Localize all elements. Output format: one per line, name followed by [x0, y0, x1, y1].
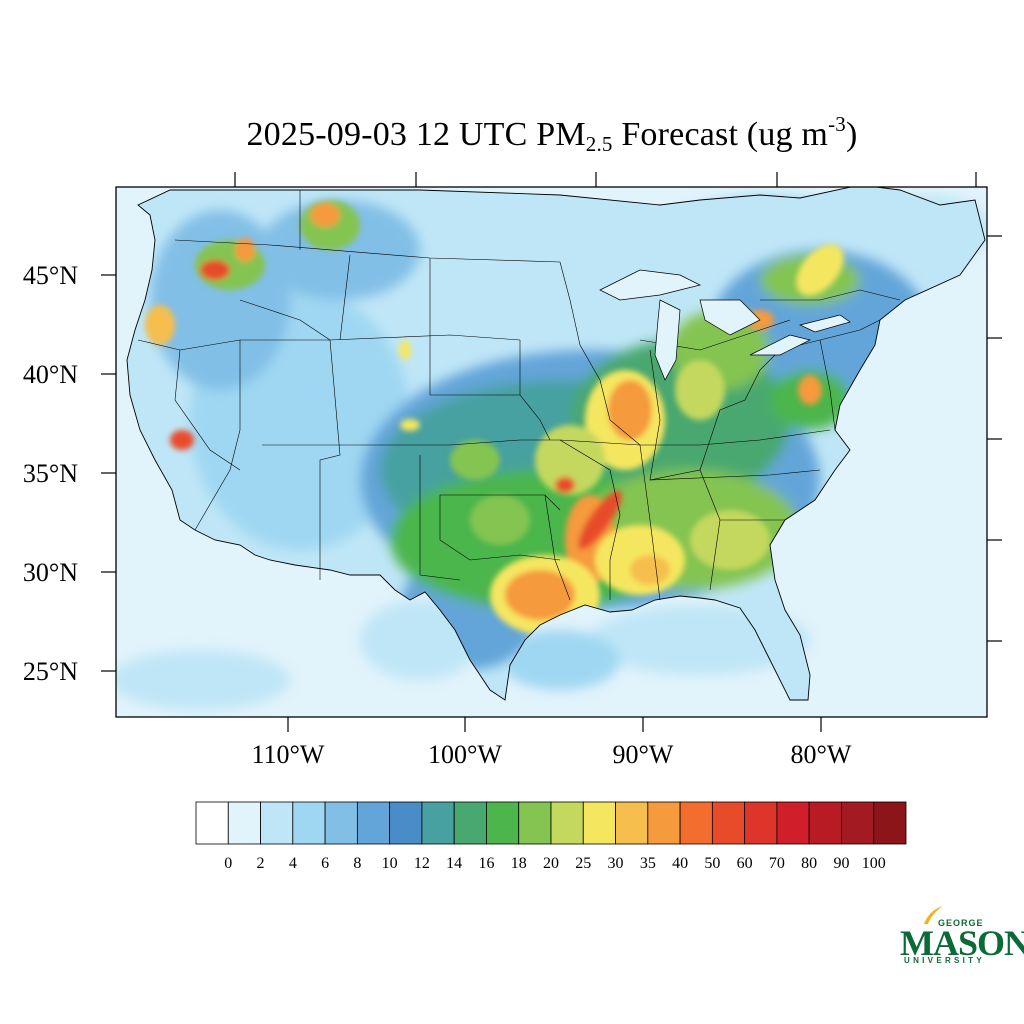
colorbar-tick-label: 8 — [353, 855, 361, 872]
logo-line-2: MASON — [900, 923, 1024, 963]
colorbar-swatch — [421, 801, 455, 845]
colorbar-tick-label: 0 — [224, 855, 232, 872]
colorbar-tick-label: 35 — [640, 855, 656, 872]
state-boundaries — [126, 187, 986, 701]
map-frame — [115, 186, 988, 718]
lat-label-45: 45°N — [23, 261, 78, 290]
swoosh-icon — [924, 906, 943, 924]
colorbar-tick-label: 20 — [543, 855, 559, 872]
colorbar-swatch — [776, 801, 810, 845]
map-title: 2025-09-03 12 UTC PM2.5 Forecast (ug m-3… — [246, 112, 858, 156]
lat-ticks-right — [987, 235, 1002, 642]
logo-line-3: UNIVERSITY — [904, 956, 986, 965]
colorbar-swatch — [227, 801, 261, 845]
colorbar-tick-label: 30 — [608, 855, 624, 872]
lat-label-35: 35°N — [23, 459, 78, 488]
lon-label-90w: 90°W — [613, 740, 674, 769]
lat-label-40: 40°N — [23, 360, 78, 389]
lon-label-80w: 80°W — [791, 740, 852, 769]
colorbar-swatch — [550, 801, 584, 845]
colorbar-swatch — [518, 801, 552, 845]
colorbar-swatch — [453, 801, 487, 845]
lat-label-30: 30°N — [23, 558, 78, 587]
colorbar-swatch — [841, 801, 875, 845]
colorbar-tick-label: 60 — [737, 855, 753, 872]
colorbar-tick-label: 16 — [478, 855, 494, 872]
colorbar-swatch — [647, 801, 681, 845]
university-logo: GEORGE MASON UNIVERSITY — [900, 900, 1024, 970]
colorbar-tick-label: 80 — [801, 855, 817, 872]
colorbar-swatch — [356, 801, 391, 845]
lon-ticks-bottom — [287, 717, 822, 732]
colorbar-tick-label: 18 — [511, 855, 527, 872]
colorbar-tick-label: 40 — [672, 855, 688, 872]
colorbar-swatch — [873, 801, 907, 845]
colorbar-swatch — [260, 801, 294, 845]
lat-ticks-left — [101, 274, 116, 672]
colorbar-tick-label: 4 — [289, 855, 297, 872]
colorbar — [195, 801, 907, 845]
lon-label-100w: 100°W — [428, 740, 502, 769]
colorbar-tick-label: 6 — [321, 855, 329, 872]
colorbar-swatch — [389, 801, 423, 845]
colorbar-swatch — [615, 801, 649, 845]
colorbar-tick-label: 25 — [575, 855, 591, 872]
concentration-field — [116, 187, 987, 717]
colorbar-tick-label: 100 — [862, 855, 886, 872]
colorbar-swatch — [292, 801, 326, 845]
colorbar-swatch — [324, 801, 358, 845]
colorbar-labels: 0 2 4 6 8 10 12 14 16 18 20 25 30 35 40 50 60 70 80 90 100 — [224, 855, 885, 872]
colorbar-swatch — [808, 801, 842, 845]
colorbar-swatch — [582, 801, 616, 845]
lat-labels: 45°N 40°N 35°N 30°N 25°N — [23, 261, 78, 686]
colorbar-tick-label: 90 — [833, 855, 849, 872]
colorbar-tick-label: 10 — [382, 855, 398, 872]
lat-label-25: 25°N — [23, 657, 78, 686]
colorbar-swatch — [486, 801, 520, 845]
logo-line-1: GEORGE — [938, 918, 984, 928]
colorbar-tick-label: 14 — [446, 855, 462, 872]
colorbar-tick-label: 50 — [704, 855, 720, 872]
colorbar-swatch — [744, 801, 778, 845]
lon-labels: 110°W 100°W 90°W 80°W — [252, 740, 852, 769]
colorbar-tick-label: 70 — [769, 855, 785, 872]
colorbar-swatch — [679, 801, 713, 845]
colorbar-tick-label: 2 — [257, 855, 265, 872]
lon-ticks-top — [234, 172, 977, 187]
lon-label-110w: 110°W — [252, 740, 325, 769]
colorbar-swatch — [195, 801, 229, 845]
colorbar-swatch — [711, 801, 746, 845]
colorbar-tick-label: 12 — [414, 855, 430, 872]
great-lakes — [599, 269, 851, 381]
